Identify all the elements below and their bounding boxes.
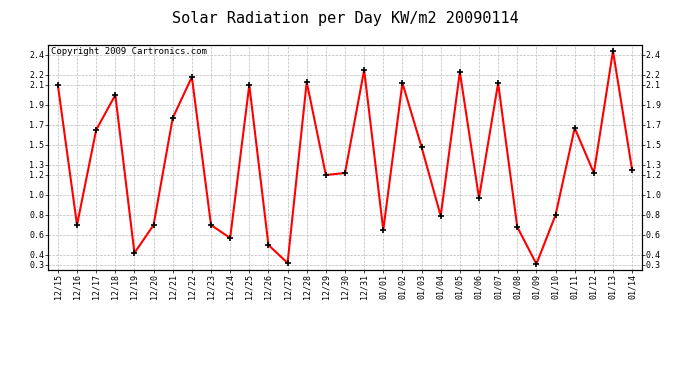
Text: Copyright 2009 Cartronics.com: Copyright 2009 Cartronics.com: [51, 47, 207, 56]
Text: Solar Radiation per Day KW/m2 20090114: Solar Radiation per Day KW/m2 20090114: [172, 11, 518, 26]
